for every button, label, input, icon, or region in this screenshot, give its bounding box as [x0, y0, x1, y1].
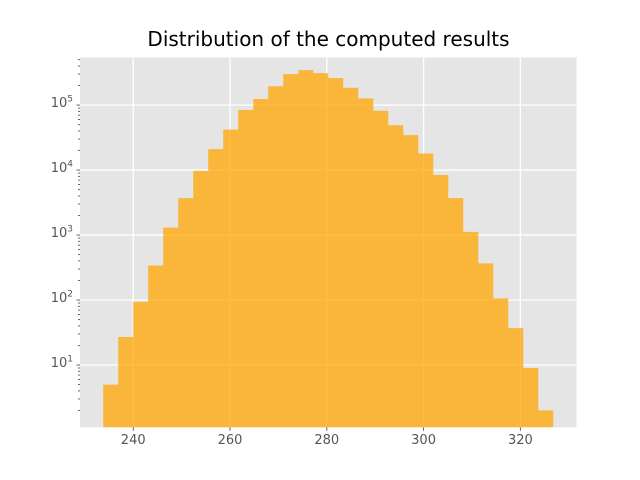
- y-tick-label: 105: [50, 94, 73, 112]
- histogram-bars: [103, 70, 554, 428]
- x-tick-label: 260: [217, 433, 243, 449]
- y-tick-label: 102: [50, 289, 73, 307]
- x-tick-label: 280: [314, 433, 340, 449]
- x-tick-label: 300: [411, 433, 436, 449]
- tick-marks: [76, 59, 521, 431]
- y-tick-label: 104: [50, 159, 73, 177]
- x-tick-label: 320: [507, 433, 533, 449]
- chart-title: Distribution of the computed results: [147, 27, 510, 51]
- y-tick-label: 101: [50, 354, 73, 371]
- y-tick-label: 103: [50, 224, 73, 242]
- x-tick-label: 240: [120, 433, 146, 449]
